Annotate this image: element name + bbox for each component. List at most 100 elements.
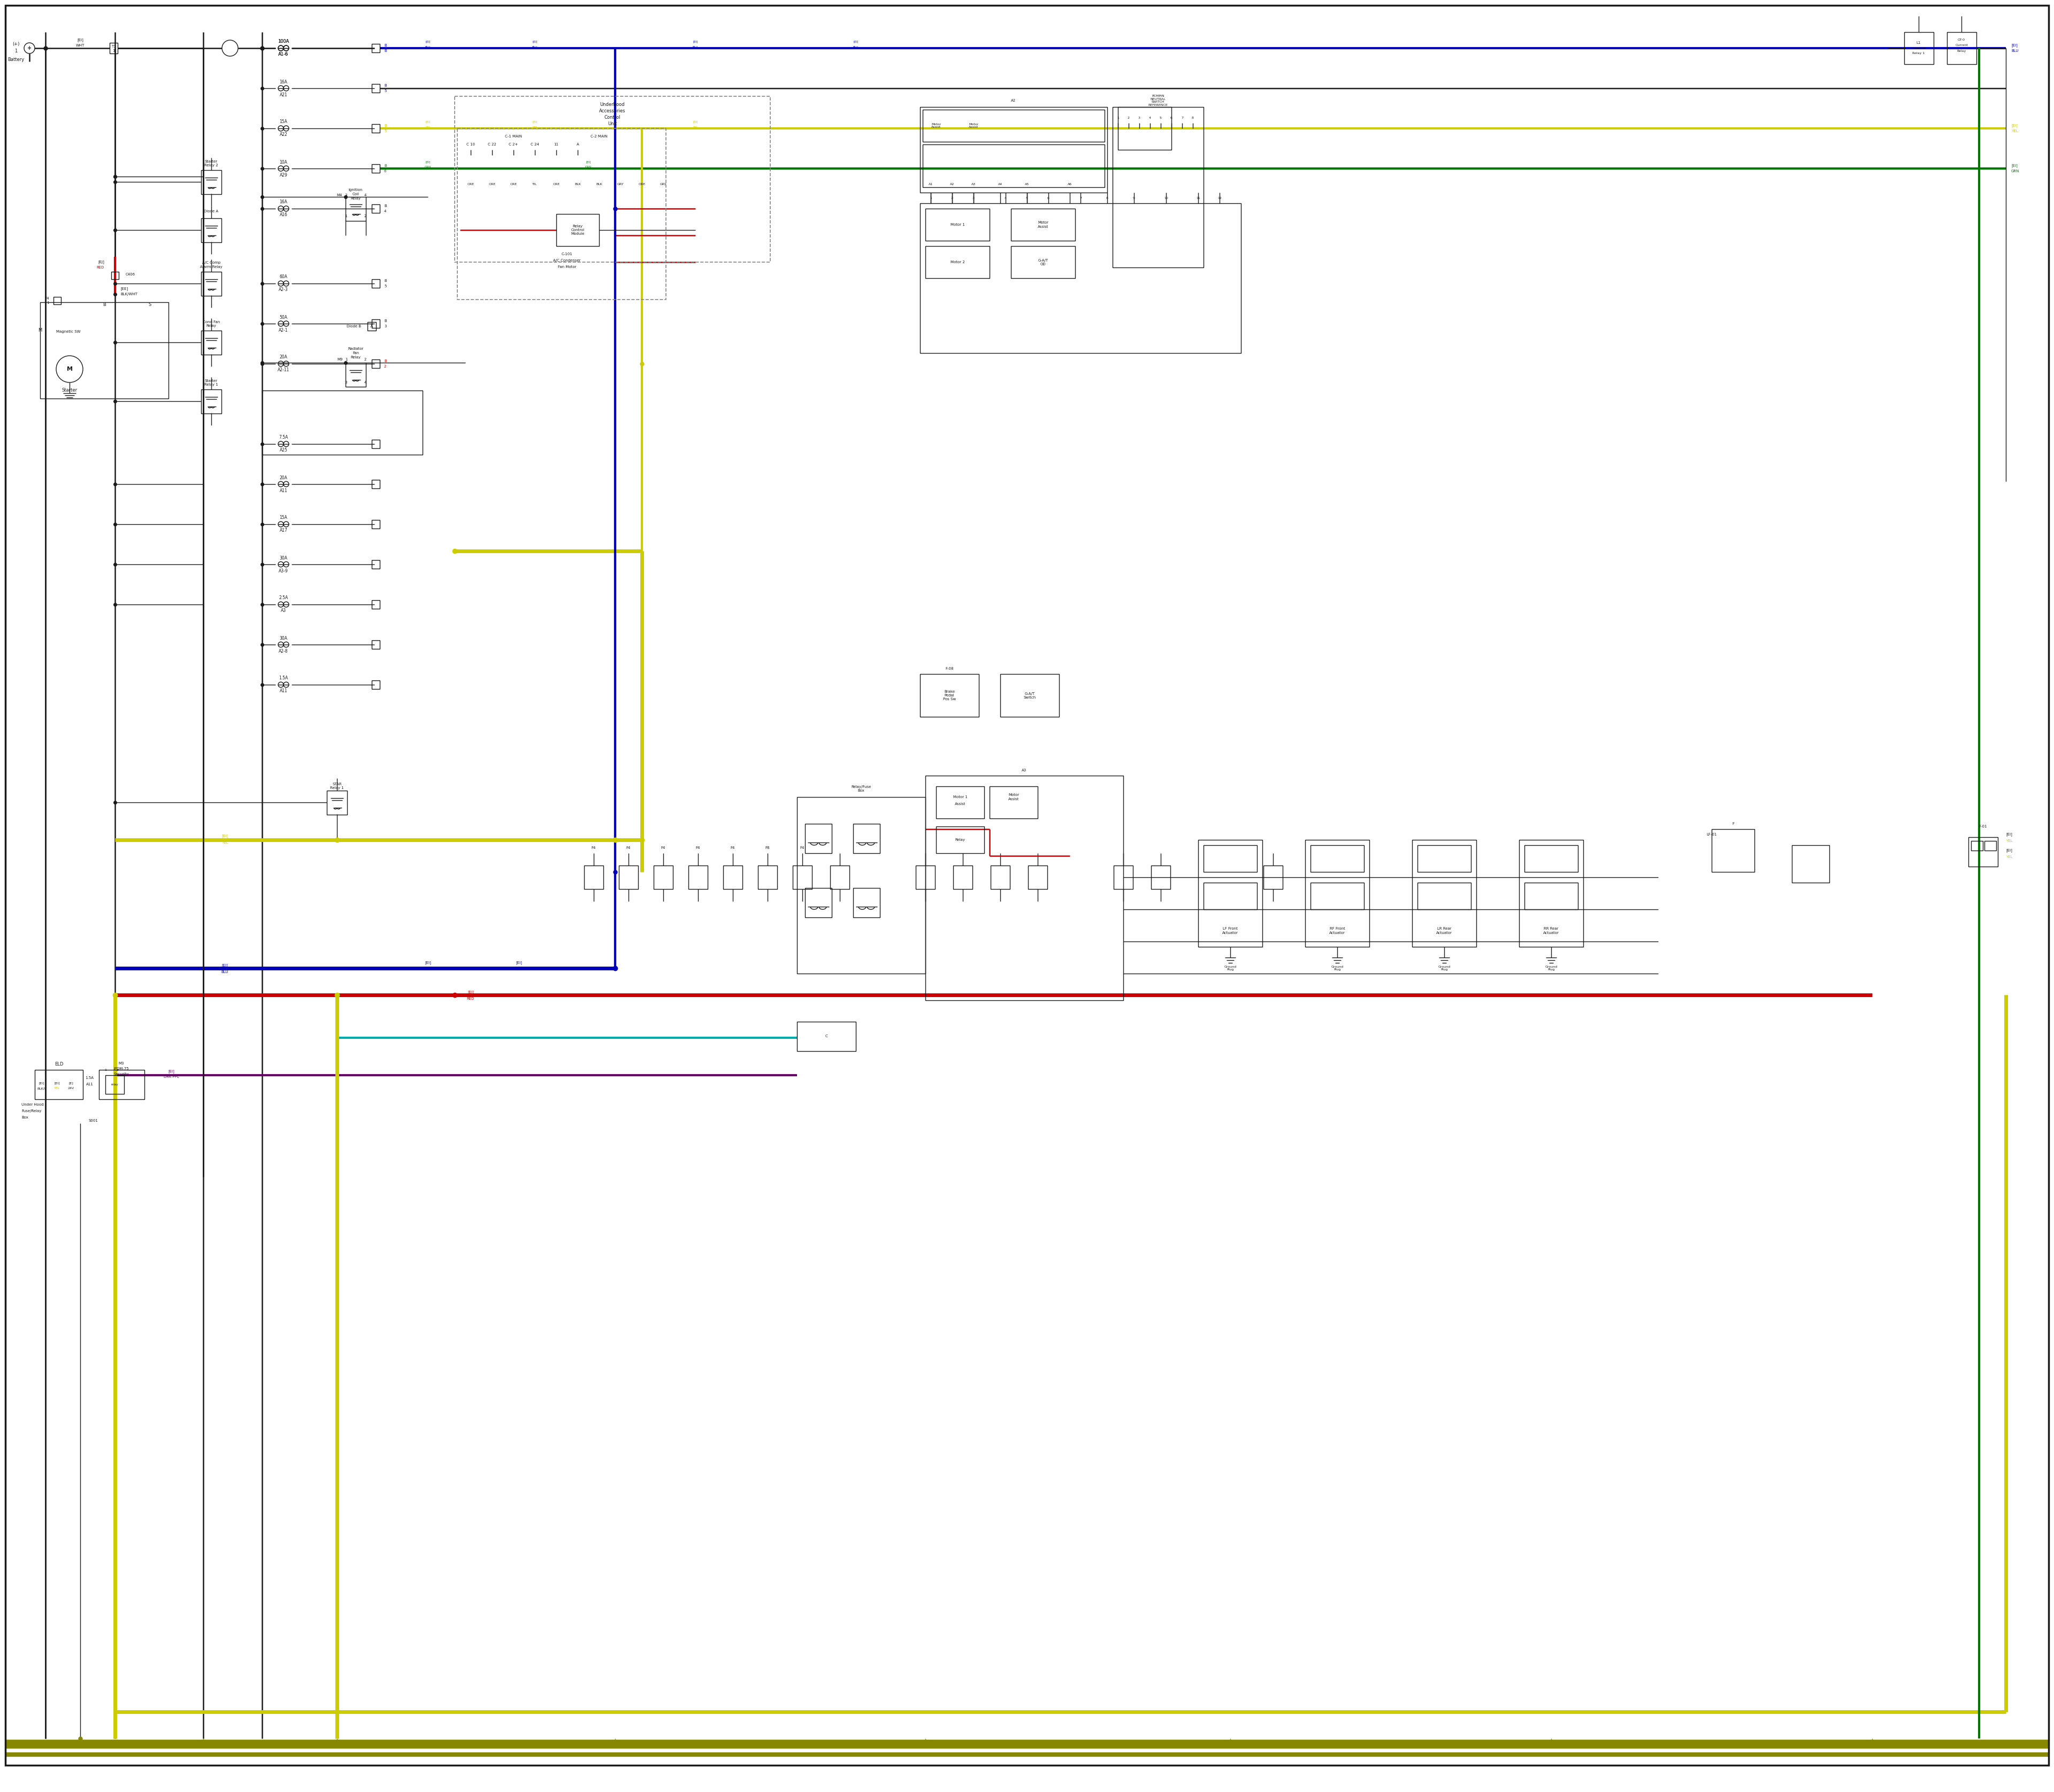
Bar xyxy=(1304,840,1370,946)
Bar xyxy=(1113,108,1204,267)
Text: [EI]: [EI] xyxy=(692,120,698,124)
Bar xyxy=(920,202,1241,353)
Text: C-101: C-101 xyxy=(561,253,573,256)
Bar xyxy=(920,108,1107,192)
Text: M4: M4 xyxy=(337,194,343,197)
Bar xyxy=(201,170,222,194)
Bar xyxy=(1117,108,1171,151)
Text: RED: RED xyxy=(97,265,105,269)
Text: Magnetic SW: Magnetic SW xyxy=(55,330,80,333)
Bar xyxy=(41,303,168,398)
Text: M: M xyxy=(39,328,41,333)
Text: C406: C406 xyxy=(125,272,136,276)
Text: 1: 1 xyxy=(47,301,49,305)
Text: Ignition: Ignition xyxy=(349,188,364,192)
Text: [EI]: [EI] xyxy=(425,120,431,124)
Text: BLU: BLU xyxy=(222,969,228,973)
Text: A2-8: A2-8 xyxy=(279,649,288,654)
Text: 9: 9 xyxy=(1134,197,1136,199)
Text: YEL: YEL xyxy=(2007,855,2013,858)
Text: [EI]: [EI] xyxy=(222,964,228,968)
Bar xyxy=(1520,840,1584,946)
Text: 11: 11 xyxy=(555,143,559,145)
Bar xyxy=(1204,883,1257,909)
Bar xyxy=(372,480,380,489)
Text: B: B xyxy=(384,124,386,127)
Bar xyxy=(926,208,990,240)
Text: A21: A21 xyxy=(279,91,288,97)
Text: [EI]: [EI] xyxy=(78,38,84,41)
Text: GT-0: GT-0 xyxy=(1957,39,1966,41)
Text: [EI]: [EI] xyxy=(516,961,522,964)
Bar xyxy=(327,790,347,814)
Text: A4: A4 xyxy=(998,183,1002,186)
Bar xyxy=(688,866,709,889)
Text: 10: 10 xyxy=(1165,197,1169,199)
Text: IPDM-75: IPDM-75 xyxy=(113,1068,129,1070)
Text: F: F xyxy=(1732,823,1734,826)
Text: 15A: 15A xyxy=(279,120,288,124)
Text: G-A/T
OD: G-A/T OD xyxy=(1037,258,1048,265)
Text: 3: 3 xyxy=(972,197,974,199)
Text: [EI]: [EI] xyxy=(425,961,431,964)
Bar xyxy=(1791,846,1830,883)
Text: A: A xyxy=(577,143,579,145)
Text: Accessories: Accessories xyxy=(600,108,626,113)
Bar xyxy=(109,43,117,54)
Text: 6: 6 xyxy=(384,170,386,172)
Text: B: B xyxy=(384,204,386,208)
Text: [EI]: [EI] xyxy=(532,41,538,43)
Bar xyxy=(35,1070,82,1098)
Text: C 2+: C 2+ xyxy=(509,143,518,145)
Text: 5: 5 xyxy=(384,285,386,289)
Circle shape xyxy=(55,357,82,382)
Text: PCMPIN
NEUTRAL
SWITCH
REFERENCE: PCMPIN NEUTRAL SWITCH REFERENCE xyxy=(1148,95,1169,106)
Text: A2: A2 xyxy=(1011,99,1017,102)
Text: Assist: Assist xyxy=(955,803,965,806)
Text: 1: 1 xyxy=(345,215,347,217)
Bar xyxy=(926,246,990,278)
Bar xyxy=(1011,246,1074,278)
Bar xyxy=(583,866,604,889)
Bar xyxy=(1310,883,1364,909)
Text: A3: A3 xyxy=(972,183,976,186)
Bar xyxy=(990,866,1011,889)
Text: LF Front
Actuator: LF Front Actuator xyxy=(1222,926,1239,934)
Bar xyxy=(105,1075,123,1093)
Text: [EI]: [EI] xyxy=(425,161,431,163)
Text: [E]: [E] xyxy=(68,1082,74,1084)
Bar xyxy=(1310,846,1364,873)
Text: A6: A6 xyxy=(1068,183,1072,186)
Text: M3: M3 xyxy=(119,1063,123,1064)
Text: WHT: WHT xyxy=(76,43,84,47)
Text: 4: 4 xyxy=(1004,197,1006,199)
Text: 7: 7 xyxy=(1181,116,1183,118)
Bar xyxy=(922,109,1105,142)
Text: [EI]: [EI] xyxy=(468,991,474,995)
Text: [EI]: [EI] xyxy=(2007,833,2013,837)
Text: 1: 1 xyxy=(345,358,347,360)
Text: X: X xyxy=(370,324,374,328)
Text: B: B xyxy=(384,280,386,283)
Bar xyxy=(805,824,832,853)
Text: BLU: BLU xyxy=(516,968,522,971)
Text: 2: 2 xyxy=(384,366,386,367)
Text: 2: 2 xyxy=(1128,116,1130,118)
Text: 1: 1 xyxy=(105,1068,107,1072)
Text: HVAC-11: HVAC-11 xyxy=(1912,47,1927,50)
Bar xyxy=(345,197,366,220)
Text: Relay: Relay xyxy=(1957,50,1966,52)
Bar xyxy=(1150,866,1171,889)
Bar xyxy=(263,391,423,455)
Bar xyxy=(201,219,222,242)
Text: B: B xyxy=(384,165,386,167)
Text: 5: 5 xyxy=(1161,116,1163,118)
Text: 3: 3 xyxy=(345,382,347,383)
Text: 3: 3 xyxy=(384,324,386,328)
Text: GRY: GRY xyxy=(659,183,668,186)
Text: BLU: BLU xyxy=(532,47,538,48)
Text: Under Hood: Under Hood xyxy=(21,1104,43,1106)
Text: Battery: Battery xyxy=(8,57,25,63)
Bar xyxy=(368,323,376,330)
Text: 4: 4 xyxy=(384,210,386,213)
